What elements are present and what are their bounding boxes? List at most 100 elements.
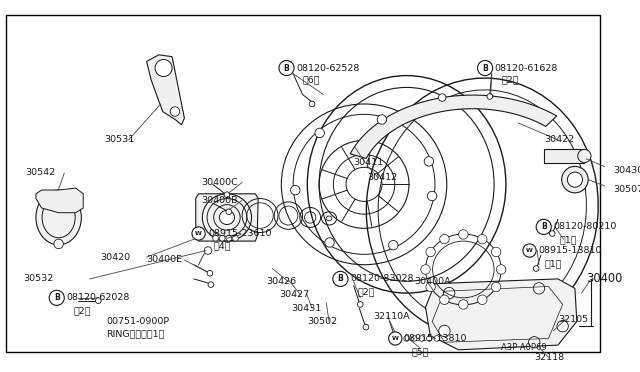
Polygon shape — [350, 95, 557, 158]
Circle shape — [315, 128, 324, 138]
Circle shape — [220, 235, 225, 241]
Text: 08915-13810: 08915-13810 — [404, 334, 467, 343]
Circle shape — [477, 234, 487, 244]
Text: 30531: 30531 — [104, 135, 134, 144]
Text: B: B — [482, 64, 488, 73]
Circle shape — [388, 332, 402, 345]
Circle shape — [404, 336, 410, 341]
Text: 30427: 30427 — [279, 291, 309, 299]
Ellipse shape — [220, 210, 234, 225]
Text: W: W — [526, 248, 533, 253]
Text: 〈2〉: 〈2〉 — [74, 307, 92, 315]
Text: B: B — [541, 222, 547, 231]
Text: 30426: 30426 — [267, 277, 297, 286]
Circle shape — [49, 290, 64, 305]
Circle shape — [568, 172, 582, 187]
Text: 08120-80210: 08120-80210 — [553, 222, 616, 231]
Polygon shape — [544, 149, 584, 163]
Circle shape — [309, 101, 315, 107]
Text: 30430: 30430 — [612, 166, 640, 175]
Circle shape — [291, 186, 300, 195]
Circle shape — [523, 244, 536, 257]
Circle shape — [358, 302, 363, 307]
Text: W: W — [195, 231, 202, 236]
Circle shape — [533, 283, 545, 294]
Circle shape — [394, 337, 399, 343]
Text: 30431: 30431 — [291, 304, 321, 313]
Circle shape — [377, 115, 387, 124]
Text: 30400A: 30400A — [414, 277, 451, 286]
Circle shape — [426, 247, 435, 257]
Circle shape — [438, 94, 446, 101]
Circle shape — [420, 265, 430, 274]
Text: A3P A0P69: A3P A0P69 — [501, 343, 547, 352]
Circle shape — [279, 61, 294, 76]
Circle shape — [226, 235, 232, 241]
Circle shape — [557, 321, 568, 332]
Circle shape — [419, 336, 424, 341]
Text: 〈2〉: 〈2〉 — [358, 288, 375, 296]
Circle shape — [226, 209, 232, 215]
Ellipse shape — [578, 149, 591, 163]
Circle shape — [207, 270, 212, 276]
Circle shape — [54, 239, 63, 248]
Text: 30400: 30400 — [586, 272, 623, 285]
Circle shape — [529, 337, 540, 348]
Text: 30532: 30532 — [24, 275, 54, 283]
Text: 30400B: 30400B — [202, 196, 238, 205]
Circle shape — [426, 336, 432, 341]
Circle shape — [208, 282, 214, 288]
Circle shape — [363, 324, 369, 330]
Circle shape — [439, 325, 450, 337]
Text: B: B — [284, 64, 289, 73]
Text: 30420: 30420 — [100, 253, 131, 262]
Text: 30422: 30422 — [544, 135, 574, 144]
Circle shape — [333, 271, 348, 286]
Text: 00751-0900P: 00751-0900P — [106, 317, 169, 326]
Text: 30400C: 30400C — [202, 178, 238, 187]
Text: 〈4〉: 〈4〉 — [214, 241, 231, 250]
Circle shape — [477, 295, 487, 304]
Circle shape — [549, 231, 555, 236]
Text: 32118: 32118 — [534, 353, 564, 362]
Circle shape — [428, 191, 436, 201]
Circle shape — [424, 157, 434, 166]
Circle shape — [412, 336, 417, 341]
Circle shape — [440, 234, 449, 244]
Text: 30400E: 30400E — [147, 256, 182, 264]
Circle shape — [232, 235, 238, 241]
Text: W: W — [392, 336, 399, 341]
Text: 〈6〉: 〈6〉 — [303, 76, 320, 85]
Text: 08915-23610: 08915-23610 — [208, 229, 271, 238]
Circle shape — [487, 94, 493, 99]
Text: B: B — [337, 275, 343, 283]
Polygon shape — [147, 55, 184, 125]
Circle shape — [477, 61, 493, 76]
Text: 32105: 32105 — [558, 315, 588, 324]
Text: 30507: 30507 — [612, 185, 640, 193]
Text: 〈5〉: 〈5〉 — [412, 347, 429, 356]
Circle shape — [325, 238, 334, 247]
Polygon shape — [196, 194, 258, 241]
Circle shape — [497, 265, 506, 274]
Text: 〈1〉: 〈1〉 — [560, 235, 577, 245]
Text: 30542: 30542 — [26, 169, 56, 177]
Text: 〈1〉: 〈1〉 — [545, 259, 562, 268]
Circle shape — [426, 282, 435, 292]
Circle shape — [192, 227, 205, 240]
Circle shape — [492, 282, 501, 292]
Text: 08120-61628: 08120-61628 — [495, 64, 558, 73]
Circle shape — [95, 298, 101, 304]
Circle shape — [562, 166, 588, 193]
Polygon shape — [36, 188, 83, 213]
Circle shape — [533, 266, 539, 271]
Text: 30412: 30412 — [367, 173, 397, 182]
Circle shape — [492, 247, 501, 257]
Circle shape — [440, 295, 449, 304]
Text: 〈2〉: 〈2〉 — [501, 76, 518, 85]
Text: 32110A: 32110A — [374, 312, 410, 321]
Ellipse shape — [36, 190, 81, 245]
Polygon shape — [426, 279, 577, 350]
Circle shape — [444, 288, 455, 299]
Text: 08915-13810: 08915-13810 — [538, 246, 602, 255]
